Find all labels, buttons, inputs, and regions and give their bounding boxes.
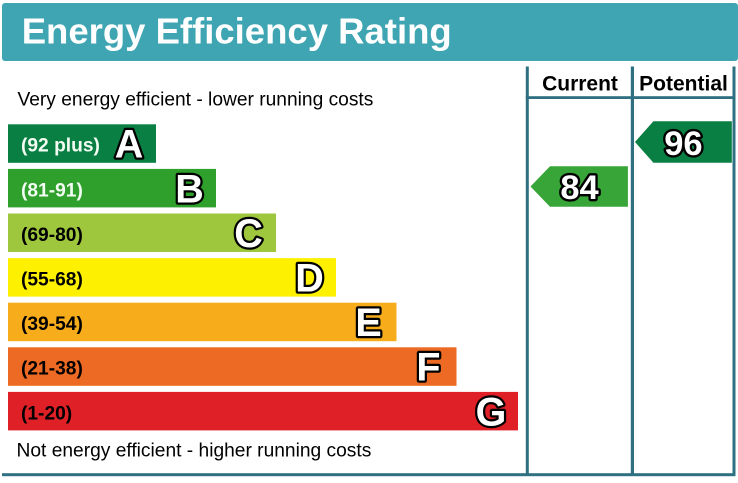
svg-text:C: C bbox=[234, 212, 263, 256]
svg-text:(92 plus): (92 plus) bbox=[21, 136, 100, 157]
svg-text:(69-80): (69-80) bbox=[21, 225, 83, 246]
svg-text:84: 84 bbox=[560, 169, 598, 207]
svg-text:D: D bbox=[295, 257, 324, 301]
svg-text:B: B bbox=[175, 167, 204, 211]
svg-text:(81-91): (81-91) bbox=[21, 180, 83, 201]
svg-text:Not energy efficient - higher: Not energy efficient - higher running co… bbox=[17, 441, 372, 462]
svg-text:(39-54): (39-54) bbox=[21, 314, 83, 335]
svg-text:A: A bbox=[115, 123, 144, 167]
svg-text:Very energy efficient - lower: Very energy efficient - lower running co… bbox=[18, 89, 374, 110]
svg-text:96: 96 bbox=[664, 125, 702, 163]
svg-text:F: F bbox=[416, 346, 440, 390]
svg-text:Potential: Potential bbox=[639, 73, 728, 96]
svg-text:Energy Efficiency Rating: Energy Efficiency Rating bbox=[22, 11, 452, 52]
svg-text:(1-20): (1-20) bbox=[21, 403, 72, 424]
svg-text:(21-38): (21-38) bbox=[21, 359, 83, 380]
svg-text:Current: Current bbox=[542, 73, 618, 96]
svg-text:G: G bbox=[476, 390, 507, 434]
svg-text:E: E bbox=[355, 301, 381, 345]
svg-text:(55-68): (55-68) bbox=[21, 270, 83, 291]
